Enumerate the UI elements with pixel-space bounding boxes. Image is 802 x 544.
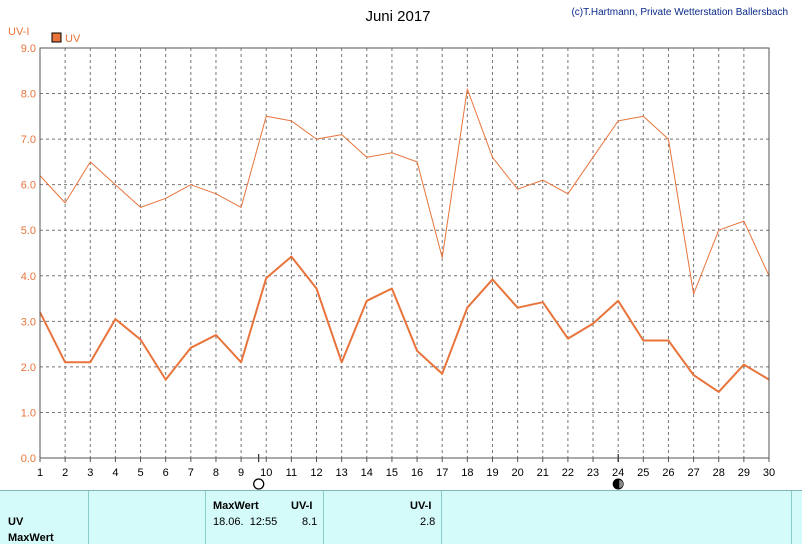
data-footer: MaxWert UV-I UV-I UV 18.06. 12:55 8.1 2.… <box>0 490 802 544</box>
x-tick-label: 16 <box>411 467 423 479</box>
y-tick-label: 9.0 <box>21 43 36 55</box>
x-tick-label: 1 <box>37 467 43 479</box>
x-tick-label: 30 <box>763 467 775 479</box>
series-line-uv-mean <box>39 255 770 393</box>
footer-header-uvi-max: UV-I <box>291 500 313 512</box>
y-tick-label: 2.0 <box>21 362 36 374</box>
legend-label: UV <box>65 33 81 45</box>
x-tick-label: 24 <box>612 467 624 479</box>
x-tick-label: 8 <box>213 467 219 479</box>
x-tick-label: 14 <box>361 467 373 479</box>
y-tick-label: 3.0 <box>21 316 36 328</box>
footer-divider <box>88 491 89 544</box>
series-lines <box>39 88 770 393</box>
y-tick-label: 6.0 <box>21 180 36 192</box>
x-tick-label: 19 <box>486 467 498 479</box>
new-moon-highlight <box>619 480 624 488</box>
x-tick-label: 6 <box>163 467 169 479</box>
y-tick-label: 7.0 <box>21 134 36 146</box>
footer-header-maxwert: MaxWert <box>213 500 259 512</box>
y-tick-labels: 0.0 1.0 2.0 3.0 4.0 5.0 6.0 7.0 8.0 9.0 <box>21 43 36 465</box>
x-tick-labels: 1 2 3 4 5 6 7 8 9 10 11 12 13 14 15 16 17 18 19 20 21 22 23 24 2… <box>37 467 775 479</box>
x-tick-label: 22 <box>562 467 574 479</box>
moon-markers <box>253 454 624 490</box>
x-tick-label: 26 <box>662 467 674 479</box>
x-tick-label: 17 <box>436 467 448 479</box>
full-moon-icon <box>253 478 265 490</box>
x-tick-label: 27 <box>687 467 699 479</box>
y-tick-label: 5.0 <box>21 225 36 237</box>
x-tick-label: 18 <box>461 467 473 479</box>
x-tick-label: 5 <box>137 467 143 479</box>
series-line-uv-max <box>39 88 770 295</box>
x-tick-label: 13 <box>336 467 348 479</box>
y-tick-label: 4.0 <box>21 271 36 283</box>
x-tick-label: 23 <box>587 467 599 479</box>
chart-credit: (c)T.Hartmann, Private Wetterstation Bal… <box>571 7 788 18</box>
x-tick-label: 20 <box>511 467 523 479</box>
x-tick-label: 11 <box>286 467 297 479</box>
plot-frame <box>39 47 770 459</box>
x-tick-label: 7 <box>188 467 194 479</box>
footer-divider <box>441 491 442 544</box>
footer-max-value: 8.1 <box>302 516 318 528</box>
footer-row-label-uv: UV <box>8 516 24 528</box>
x-tick-label: 15 <box>386 467 398 479</box>
y-tick-label: 8.0 <box>21 89 36 101</box>
x-tick-label: 28 <box>713 467 725 479</box>
legend-swatch <box>51 32 62 43</box>
x-tick-label: 9 <box>238 467 244 479</box>
y-tick-label: 0.0 <box>21 453 36 465</box>
footer-row-label-maxwert: MaxWert <box>8 532 54 544</box>
footer-max-datetime: 18.06. 12:55 <box>213 516 278 528</box>
y-axis-label: UV-I <box>8 26 29 38</box>
x-tick-label: 4 <box>112 467 118 479</box>
x-tick-label: 10 <box>260 467 272 479</box>
grid <box>39 48 770 462</box>
footer-divider <box>323 491 324 544</box>
footer-header-uvi-mean: UV-I <box>410 500 432 512</box>
footer-divider <box>205 491 206 544</box>
x-tick-label: 25 <box>637 467 649 479</box>
footer-divider <box>791 491 792 544</box>
chart-title: Juni 2017 <box>365 8 430 25</box>
uv-chart: Juni 2017 (c)T.Hartmann, Private Wetters… <box>8 7 788 490</box>
x-tick-label: 3 <box>87 467 93 479</box>
footer-mean-value: 2.8 <box>420 516 436 528</box>
y-tick-label: 1.0 <box>21 407 36 419</box>
x-tick-label: 2 <box>62 467 68 479</box>
x-tick-label: 21 <box>537 467 549 479</box>
x-tick-label: 12 <box>310 467 322 479</box>
x-tick-label: 29 <box>738 467 750 479</box>
